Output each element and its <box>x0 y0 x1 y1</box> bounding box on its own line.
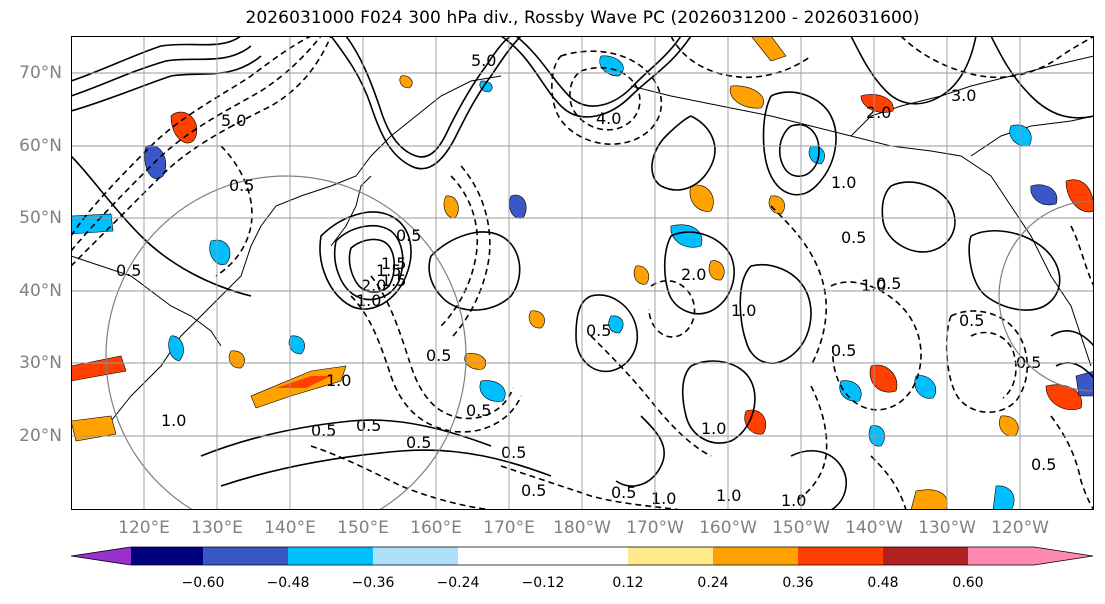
contour-label: 0.5 <box>501 443 526 462</box>
map-panel: 5.0 4.0 5.0 2.0 3.0 0.5 1.0 1.5 0.5 0.5 … <box>71 36 1094 510</box>
contour-label: 0.5 <box>1031 455 1056 474</box>
contour-label: 2.0 <box>361 276 386 295</box>
contour-label: 1.0 <box>161 411 186 430</box>
contour-label: 1.5 <box>381 254 406 273</box>
contour-label: 0.5 <box>466 401 491 420</box>
contour-label: 0.5 <box>426 346 451 365</box>
contour-labels: 5.0 4.0 5.0 2.0 3.0 0.5 1.0 1.5 0.5 0.5 … <box>116 51 1056 510</box>
lon-label-180w: 180°W <box>553 518 611 538</box>
chart-title: 2026031000 F024 300 hPa div., Rossby Wav… <box>245 8 920 28</box>
colorbar-segment <box>883 547 968 565</box>
contour-label: 0.5 <box>611 483 636 502</box>
colorbar-segment <box>373 547 458 565</box>
contour-label: 5.0 <box>471 51 496 70</box>
colorbar-tick: 0.24 <box>697 575 729 591</box>
contour-label: 0.5 <box>876 274 901 293</box>
lon-label-150e: 150°E <box>337 518 389 538</box>
colorbar-segment <box>288 547 373 565</box>
lat-label-60n: 60°N <box>19 136 62 156</box>
colorbar-segment <box>713 547 798 565</box>
colorbar-tick: 0.48 <box>867 575 899 591</box>
contour-label: 1.0 <box>326 371 351 390</box>
lat-label-50n: 50°N <box>19 208 62 228</box>
colorbar-tick: 0.36 <box>782 575 814 591</box>
colorbar-tick: −0.48 <box>266 575 310 591</box>
contour-label: 0.5 <box>116 261 141 280</box>
lon-label-120e: 120°E <box>118 518 170 538</box>
map-canvas: 5.0 4.0 5.0 2.0 3.0 0.5 1.0 1.5 0.5 0.5 … <box>71 36 1094 510</box>
colorbar-segment <box>628 547 713 565</box>
contour-label: 1.0 <box>701 419 726 438</box>
reference-circle <box>105 175 467 510</box>
colorbar-tick: −0.60 <box>181 575 225 591</box>
contour-label: 1.5 <box>376 261 401 280</box>
lon-label-160w: 160°W <box>699 518 757 538</box>
contour-label: 1.0 <box>356 291 381 310</box>
reference-circle-east <box>998 200 1094 392</box>
colorbar-segment <box>458 547 543 565</box>
contour-label: 0.5 <box>586 321 611 340</box>
lon-label-170e: 170°E <box>483 518 535 538</box>
colorbar-segment <box>798 547 883 565</box>
contour-label: 2.0 <box>681 265 706 284</box>
contour-label: 1.0 <box>731 301 756 320</box>
contour-label: 0.5 <box>521 481 546 500</box>
lon-label-160e: 160°E <box>410 518 462 538</box>
contour-label: 0.5 <box>356 416 381 435</box>
lat-label-30n: 30°N <box>19 353 62 373</box>
colorbar-tick: 0.12 <box>612 575 644 591</box>
colorbar-tick: 0.60 <box>952 575 984 591</box>
lon-label-150w: 150°W <box>772 518 830 538</box>
contour-label: 3.0 <box>951 86 976 105</box>
colorbar <box>71 546 1094 566</box>
gridlines <box>71 36 1094 510</box>
contour-label: 2.0 <box>866 103 891 122</box>
contour-label: 1.5 <box>381 271 406 290</box>
lon-label-130w: 130°W <box>918 518 976 538</box>
contour-label: 0.5 <box>396 226 421 245</box>
contour-label: 5.0 <box>221 111 246 130</box>
contour-label: 1.0 <box>651 489 676 508</box>
lon-label-170w: 170°W <box>626 518 684 538</box>
lon-label-140w: 140°W <box>845 518 903 538</box>
lon-label-140e: 140°E <box>264 518 316 538</box>
colorbar-min-extension <box>71 547 131 565</box>
colorbar-tick: −0.36 <box>351 575 395 591</box>
contour-label: 1.0 <box>781 491 806 510</box>
contour-label: 0.5 <box>841 228 866 247</box>
colorbar-outline <box>71 546 1094 566</box>
lon-label-120w: 120°W <box>991 518 1049 538</box>
lon-label-130e: 130°E <box>191 518 243 538</box>
contour-label: 0.5 <box>1016 353 1041 372</box>
divergence-fills <box>71 36 1094 510</box>
contour-label: 4.0 <box>596 109 621 128</box>
lat-label-70n: 70°N <box>19 63 62 83</box>
colorbar-tick: −0.24 <box>436 575 480 591</box>
colorbar-segment <box>203 547 288 565</box>
contour-label: 1.0 <box>716 486 741 505</box>
contour-label: 0.5 <box>229 176 254 195</box>
lat-label-40n: 40°N <box>19 281 62 301</box>
colorbar-tick: −0.12 <box>521 575 565 591</box>
lat-label-20n: 20°N <box>19 426 62 446</box>
dashed-contours <box>71 36 1094 510</box>
contour-label: 0.5 <box>406 433 431 452</box>
contour-label: 0.5 <box>959 311 984 330</box>
contour-label: 0.5 <box>831 341 856 360</box>
contour-label: 1.0 <box>831 173 856 192</box>
colorbar-segment <box>543 547 628 565</box>
map-frame <box>71 36 1094 510</box>
colorbar-max-extension <box>968 547 1093 565</box>
map-background <box>71 36 1094 510</box>
contour-label: 0.5 <box>311 421 336 440</box>
colorbar-segment <box>131 547 203 565</box>
